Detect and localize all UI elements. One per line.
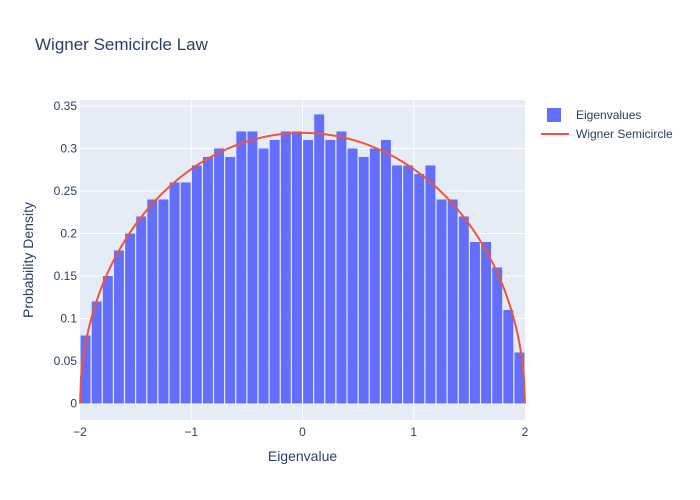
histogram-bar[interactable] — [225, 156, 236, 404]
histogram-bar[interactable] — [291, 131, 302, 404]
histogram-bar[interactable] — [403, 165, 414, 404]
histogram-bar[interactable] — [347, 148, 358, 404]
histogram-bar[interactable] — [269, 139, 280, 404]
histogram-bar[interactable] — [369, 148, 380, 404]
y-axis-title: Probability Density — [20, 202, 36, 318]
y-tick-labels: 0 0.05 0.1 0.15 0.2 0.25 0.3 0.35 — [54, 99, 78, 411]
histogram-bar[interactable] — [125, 233, 136, 404]
legend-swatch-eigenvalues — [547, 108, 561, 122]
x-axis-title: Eigenvalue — [268, 448, 337, 464]
y-tick-label: 0 — [70, 397, 77, 411]
histogram-bar[interactable] — [158, 199, 169, 404]
legend: Eigenvalues Wigner Semicircle — [541, 108, 673, 141]
histogram-bar[interactable] — [91, 301, 102, 404]
legend-label-wigner-semicircle: Wigner Semicircle — [576, 127, 673, 141]
y-tick-label: 0.35 — [54, 99, 78, 113]
histogram-bar[interactable] — [514, 352, 525, 404]
histogram-bar[interactable] — [436, 199, 447, 404]
y-tick-label: 0.2 — [60, 226, 77, 240]
histogram-bar[interactable] — [425, 165, 436, 404]
histogram-bar[interactable] — [191, 165, 202, 404]
histogram-bar[interactable] — [113, 250, 124, 404]
y-tick-label: 0.05 — [54, 354, 78, 368]
histogram-bar[interactable] — [147, 199, 158, 404]
y-tick-label: 0.15 — [54, 269, 78, 283]
histogram-bar[interactable] — [136, 216, 147, 404]
y-tick-label: 0.1 — [60, 311, 77, 325]
semicircle-curve[interactable] — [79, 131, 526, 404]
histogram-bar[interactable] — [80, 335, 91, 404]
x-tick-labels: −2 −1 0 1 2 — [73, 425, 529, 439]
x-tick-label: −2 — [73, 425, 87, 439]
histogram-bar[interactable] — [392, 165, 403, 404]
histogram-bar[interactable] — [303, 139, 314, 404]
histogram-bar[interactable] — [258, 148, 269, 404]
histogram-bar[interactable] — [503, 309, 514, 404]
x-tick-label: 1 — [410, 425, 417, 439]
histogram-bar[interactable] — [247, 131, 258, 404]
chart-title: Wigner Semicircle Law — [35, 35, 209, 54]
x-tick-label: 0 — [299, 425, 306, 439]
histogram-bar[interactable] — [336, 131, 347, 404]
histogram-bar[interactable] — [214, 148, 225, 404]
histogram-bar[interactable] — [414, 173, 425, 404]
y-tick-label: 0.3 — [60, 141, 77, 155]
curve-group — [79, 131, 526, 404]
legend-label-eigenvalues: Eigenvalues — [576, 108, 641, 122]
histogram-bar[interactable] — [102, 275, 113, 404]
histogram-bar[interactable] — [314, 114, 325, 404]
histogram-bar[interactable] — [358, 156, 369, 404]
legend-item-eigenvalues[interactable]: Eigenvalues — [547, 108, 641, 122]
histogram-bar[interactable] — [180, 182, 191, 404]
bars-group — [80, 114, 525, 404]
histogram-bar[interactable] — [380, 139, 391, 404]
legend-item-wigner-semicircle[interactable]: Wigner Semicircle — [541, 127, 673, 141]
histogram-bar[interactable] — [458, 216, 469, 404]
histogram-bar[interactable] — [202, 156, 213, 404]
histogram-bar[interactable] — [481, 241, 492, 404]
histogram-bar[interactable] — [325, 139, 336, 404]
histogram-bar[interactable] — [469, 241, 480, 404]
y-tick-label: 0.25 — [54, 184, 78, 198]
histogram-bar[interactable] — [492, 267, 503, 404]
histogram-bar[interactable] — [280, 131, 291, 404]
histogram-bar[interactable] — [447, 199, 458, 404]
x-tick-label: 2 — [522, 425, 529, 439]
x-tick-label: −1 — [184, 425, 198, 439]
histogram-bar[interactable] — [169, 182, 180, 404]
histogram-bar[interactable] — [236, 131, 247, 404]
